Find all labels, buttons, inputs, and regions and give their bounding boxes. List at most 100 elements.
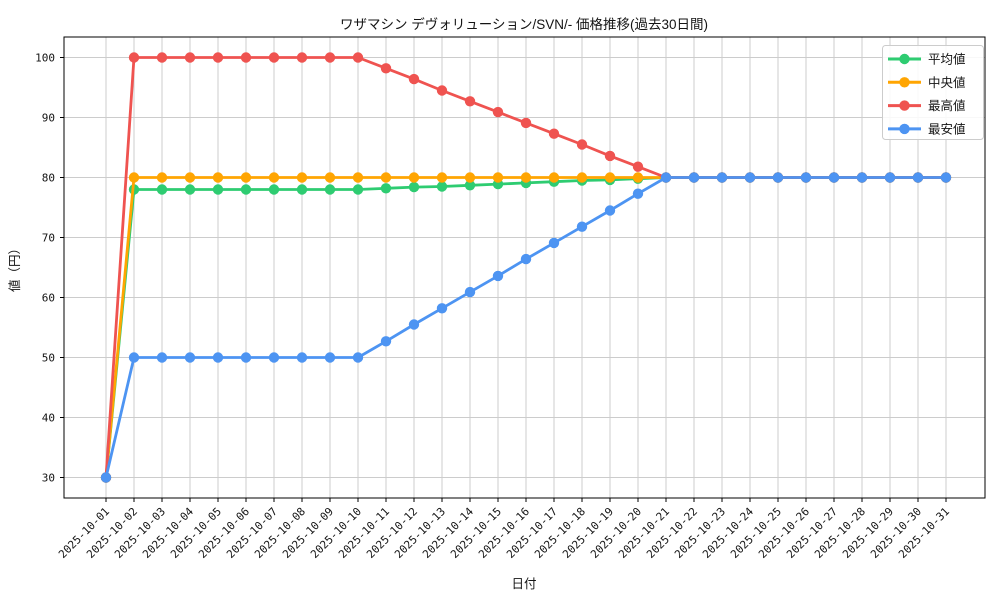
data-point-average [380,183,392,194]
data-point-highest [128,52,140,63]
legend-marker-lowest [899,123,910,135]
data-point-lowest [800,172,812,183]
data-point-median [520,172,532,183]
series-layer [100,52,952,483]
data-point-average [464,180,476,191]
data-point-median [464,172,476,183]
data-point-average [436,181,448,192]
data-point-lowest [380,336,392,347]
data-point-highest [520,117,532,129]
y-tick-label: 100 [35,52,55,65]
data-point-median [296,172,308,183]
legend-label-average: 平均値 [928,52,966,67]
data-point-highest [212,52,224,63]
legend-label-lowest: 最安値 [928,121,966,136]
y-tick-label: 60 [42,292,55,305]
data-point-average [408,181,420,193]
data-point-lowest [212,352,224,363]
data-point-median [240,172,252,183]
legend-label-median: 中央値 [928,75,966,90]
y-tick-label: 30 [42,472,55,485]
data-point-average [212,184,224,195]
y-tick-label: 40 [42,412,55,425]
data-point-median [156,172,168,183]
data-point-highest [268,52,280,63]
data-point-lowest [352,352,364,363]
data-point-lowest [548,237,560,249]
data-point-lowest [576,221,588,232]
legend-marker-average [899,53,910,65]
y-tick-label: 50 [42,352,55,365]
data-point-lowest [772,172,784,183]
legend-marker-median [899,77,910,88]
data-point-median [604,172,616,183]
data-point-lowest [688,172,700,183]
data-point-lowest [296,352,308,363]
data-point-lowest [632,188,644,199]
data-point-lowest [744,172,756,183]
data-point-highest [296,52,308,63]
data-point-lowest [492,270,504,282]
legend-box [882,45,984,140]
data-point-lowest [324,352,336,363]
data-point-lowest [408,319,420,330]
data-point-average [268,184,280,195]
y-tick-label: 90 [42,112,55,125]
data-point-lowest [716,172,728,183]
series-lowest [100,172,952,483]
data-point-median [352,172,364,183]
data-point-lowest [128,352,140,363]
plot-border [63,36,986,499]
x-axis-label: 日付 [511,577,536,591]
data-point-highest [156,52,168,63]
data-point-lowest [184,352,196,363]
legend-marker-highest [899,100,910,111]
chart-title: ワザマシン デヴォリューション/SVN/- 価格推移(過去30日間) [340,16,708,32]
data-point-highest [632,161,644,172]
data-point-median [184,172,196,183]
data-point-lowest [464,286,476,298]
legend-item-average: 平均値 [888,52,966,67]
data-point-median [632,172,644,183]
data-point-median [128,172,140,183]
data-point-highest [380,63,392,74]
data-point-highest [324,52,336,63]
data-point-average [296,184,308,195]
legend-item-median: 中央値 [888,75,966,90]
data-point-highest [464,96,476,107]
data-point-median [324,172,336,183]
data-point-highest [240,52,252,63]
data-point-highest [352,52,364,63]
data-point-median [548,172,560,183]
legend-item-lowest: 最安値 [888,121,966,136]
data-point-lowest [100,472,112,483]
data-point-lowest [856,172,868,183]
data-point-lowest [828,172,840,183]
data-point-median [380,172,392,183]
data-point-average [156,184,168,195]
data-point-lowest [604,205,616,216]
grid [64,37,985,498]
legend-item-highest: 最高値 [888,98,966,113]
data-point-median [576,172,588,183]
data-point-lowest [912,172,924,183]
data-point-average [324,184,336,195]
data-point-lowest [884,172,896,183]
data-point-highest [184,52,196,63]
data-point-highest [576,139,588,150]
y-tick-label: 80 [42,172,55,185]
data-point-highest [492,106,504,118]
data-point-average [352,184,364,195]
data-point-lowest [240,352,252,363]
data-point-median [268,172,280,183]
y-axis-label: 値（円） [7,242,22,292]
data-point-median [212,172,224,183]
data-point-highest [408,73,420,85]
data-point-lowest [268,352,280,363]
data-point-average [240,184,252,195]
data-point-median [492,172,504,183]
data-point-highest [604,150,616,162]
legend-label-highest: 最高値 [928,98,966,113]
